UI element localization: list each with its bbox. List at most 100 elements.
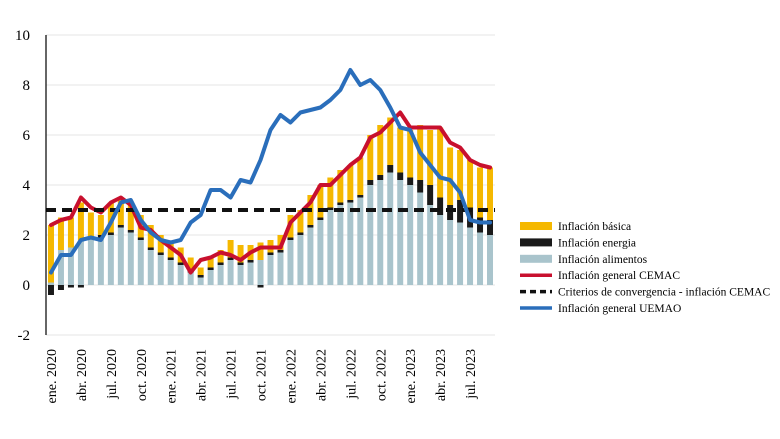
bar-inflaci-n-b-sica-38 — [427, 130, 434, 185]
bar-inflaci-n-alimentos-35 — [397, 180, 404, 285]
bar-inflaci-n-energia-6 — [107, 232, 114, 235]
bar-inflaci-n-energia-8 — [127, 230, 134, 233]
bar-inflaci-n-alimentos-34 — [387, 172, 394, 285]
bar-inflaci-n-alimentos-15 — [197, 277, 204, 285]
bar-inflaci-n-b-sica-11 — [157, 235, 164, 253]
bar-inflaci-n-energia-26 — [307, 225, 314, 228]
bar-inflaci-n-alimentos-38 — [427, 205, 434, 285]
bar-inflaci-n-b-sica-35 — [397, 127, 404, 173]
bar-inflaci-n-b-sica-6 — [107, 202, 114, 233]
bar-inflaci-n-energia-10 — [147, 247, 154, 250]
bar-inflaci-n-energia-34 — [387, 165, 394, 173]
bar-inflaci-n-alimentos-17 — [217, 265, 224, 285]
bar-inflaci-n-energia-17 — [217, 262, 224, 265]
y-tick-label: 8 — [23, 78, 31, 94]
bar-inflaci-n-b-sica-34 — [387, 117, 394, 165]
bar-inflaci-n-b-sica-32 — [367, 135, 374, 180]
line-inflaci-n-general-cemac — [48, 110, 493, 275]
bar-inflaci-n-alimentos-1 — [57, 250, 64, 285]
legend-label: Criterios de convergencia - inflación CE… — [558, 287, 770, 299]
bar-inflaci-n-b-sica-0 — [47, 225, 54, 283]
bar-inflaci-n-alimentos-7 — [117, 227, 124, 285]
bar-inflaci-n-b-sica-5 — [97, 215, 104, 235]
bar-inflaci-n-b-sica-15 — [197, 267, 204, 275]
bar-inflaci-n-alimentos-33 — [377, 180, 384, 285]
bar-inflaci-n-energia-36 — [407, 177, 414, 185]
bar-inflaci-n-b-sica-43 — [477, 167, 484, 218]
bar-inflaci-n-b-sica-27 — [317, 185, 324, 218]
y-tick-label: -2 — [18, 328, 31, 344]
bar-inflaci-n-energia-43 — [477, 217, 484, 233]
y-tick-label: 2 — [23, 228, 31, 244]
bar-inflaci-n-energia-25 — [297, 232, 304, 235]
bar-inflaci-n-energia-37 — [417, 180, 424, 193]
bar-inflaci-n-alimentos-23 — [277, 252, 284, 285]
bar-inflaci-n-b-sica-39 — [437, 127, 444, 198]
x-tick-label: ene. 2023 — [404, 349, 419, 403]
bar-inflaci-n-alimentos-6 — [107, 235, 114, 285]
x-tick-label: oct. 2021 — [255, 349, 270, 401]
bar-inflaci-n-alimentos-27 — [317, 220, 324, 285]
x-tick-label: jul. 2020 — [105, 349, 120, 400]
bar-inflaci-n-b-sica-29 — [337, 170, 344, 203]
y-tick-label: 4 — [23, 178, 31, 194]
bar-inflaci-n-alimentos-8 — [127, 232, 134, 285]
bar-inflaci-n-alimentos-18 — [227, 260, 234, 285]
bar-inflaci-n-energia-15 — [197, 275, 204, 278]
bar-inflaci-n-b-sica-30 — [347, 165, 354, 200]
legend-swatch — [520, 254, 552, 263]
bar-inflaci-n-energia-21 — [257, 285, 264, 288]
bar-inflaci-n-alimentos-20 — [247, 262, 254, 285]
bar-inflaci-n-energia-27 — [317, 217, 324, 220]
bar-inflaci-n-b-sica-17 — [217, 250, 224, 263]
bar-inflaci-n-energia-20 — [247, 260, 254, 263]
bar-inflaci-n-b-sica-8 — [127, 202, 134, 230]
bar-inflaci-n-alimentos-30 — [347, 202, 354, 285]
x-tick-label: jul. 2023 — [464, 349, 479, 400]
bar-inflaci-n-alimentos-11 — [157, 255, 164, 285]
bar-inflaci-n-alimentos-41 — [457, 222, 464, 285]
line-inflaci-n-general-uemao — [48, 68, 493, 275]
x-tick-label: oct. 2022 — [374, 349, 389, 401]
bar-inflaci-n-b-sica-14 — [187, 257, 194, 270]
legend-label: Inflación general CEMAC — [558, 270, 680, 282]
x-tick-label: jul. 2022 — [344, 349, 359, 400]
bar-inflaci-n-alimentos-26 — [307, 227, 314, 285]
bar-inflaci-n-energia-22 — [267, 252, 274, 255]
y-tick-label: 10 — [15, 28, 30, 44]
bar-inflaci-n-energia-11 — [157, 252, 164, 255]
bar-inflaci-n-energia-28 — [327, 207, 334, 210]
bar-inflaci-n-b-sica-2 — [67, 217, 74, 248]
bar-inflaci-n-b-sica-7 — [117, 200, 124, 225]
bar-inflaci-n-energia-7 — [117, 225, 124, 228]
x-tick-label: abr. 2022 — [314, 349, 329, 401]
bar-inflaci-n-alimentos-24 — [287, 240, 294, 285]
bar-inflaci-n-energia-16 — [207, 267, 214, 270]
legend-swatch — [520, 222, 552, 230]
bar-inflaci-n-alimentos-37 — [417, 192, 424, 285]
bar-inflaci-n-alimentos-42 — [467, 227, 474, 285]
bar-inflaci-n-b-sica-16 — [207, 257, 214, 268]
bar-inflaci-n-b-sica-31 — [357, 157, 364, 195]
bar-inflaci-n-energia-30 — [347, 200, 354, 203]
bar-inflaci-n-energia-32 — [367, 180, 374, 185]
x-tick-label: ene. 2020 — [45, 349, 60, 403]
x-tick-label: abr. 2021 — [195, 349, 210, 401]
bar-inflaci-n-energia-2 — [67, 285, 74, 288]
bar-inflaci-n-b-sica-36 — [407, 130, 414, 178]
bar-inflaci-n-b-sica-21 — [257, 242, 264, 260]
x-tick-label: ene. 2021 — [165, 349, 180, 403]
bar-inflaci-n-alimentos-12 — [167, 260, 174, 285]
legend-label: Inflación general UEMAO — [558, 303, 681, 315]
bar-inflaci-n-energia-0 — [47, 285, 54, 295]
bar-inflaci-n-alimentos-21 — [257, 260, 264, 285]
bar-inflaci-n-alimentos-10 — [147, 250, 154, 285]
bar-inflaci-n-energia-29 — [337, 202, 344, 205]
x-tick-label: jul. 2021 — [225, 349, 240, 400]
bar-inflaci-n-energia-31 — [357, 195, 364, 198]
bar-inflaci-n-alimentos-5 — [97, 237, 104, 285]
bar-inflaci-n-b-sica-4 — [87, 212, 94, 238]
bar-inflaci-n-energia-38 — [427, 185, 434, 205]
bar-inflaci-n-b-sica-19 — [237, 245, 244, 263]
bar-inflaci-n-energia-1 — [57, 285, 64, 290]
